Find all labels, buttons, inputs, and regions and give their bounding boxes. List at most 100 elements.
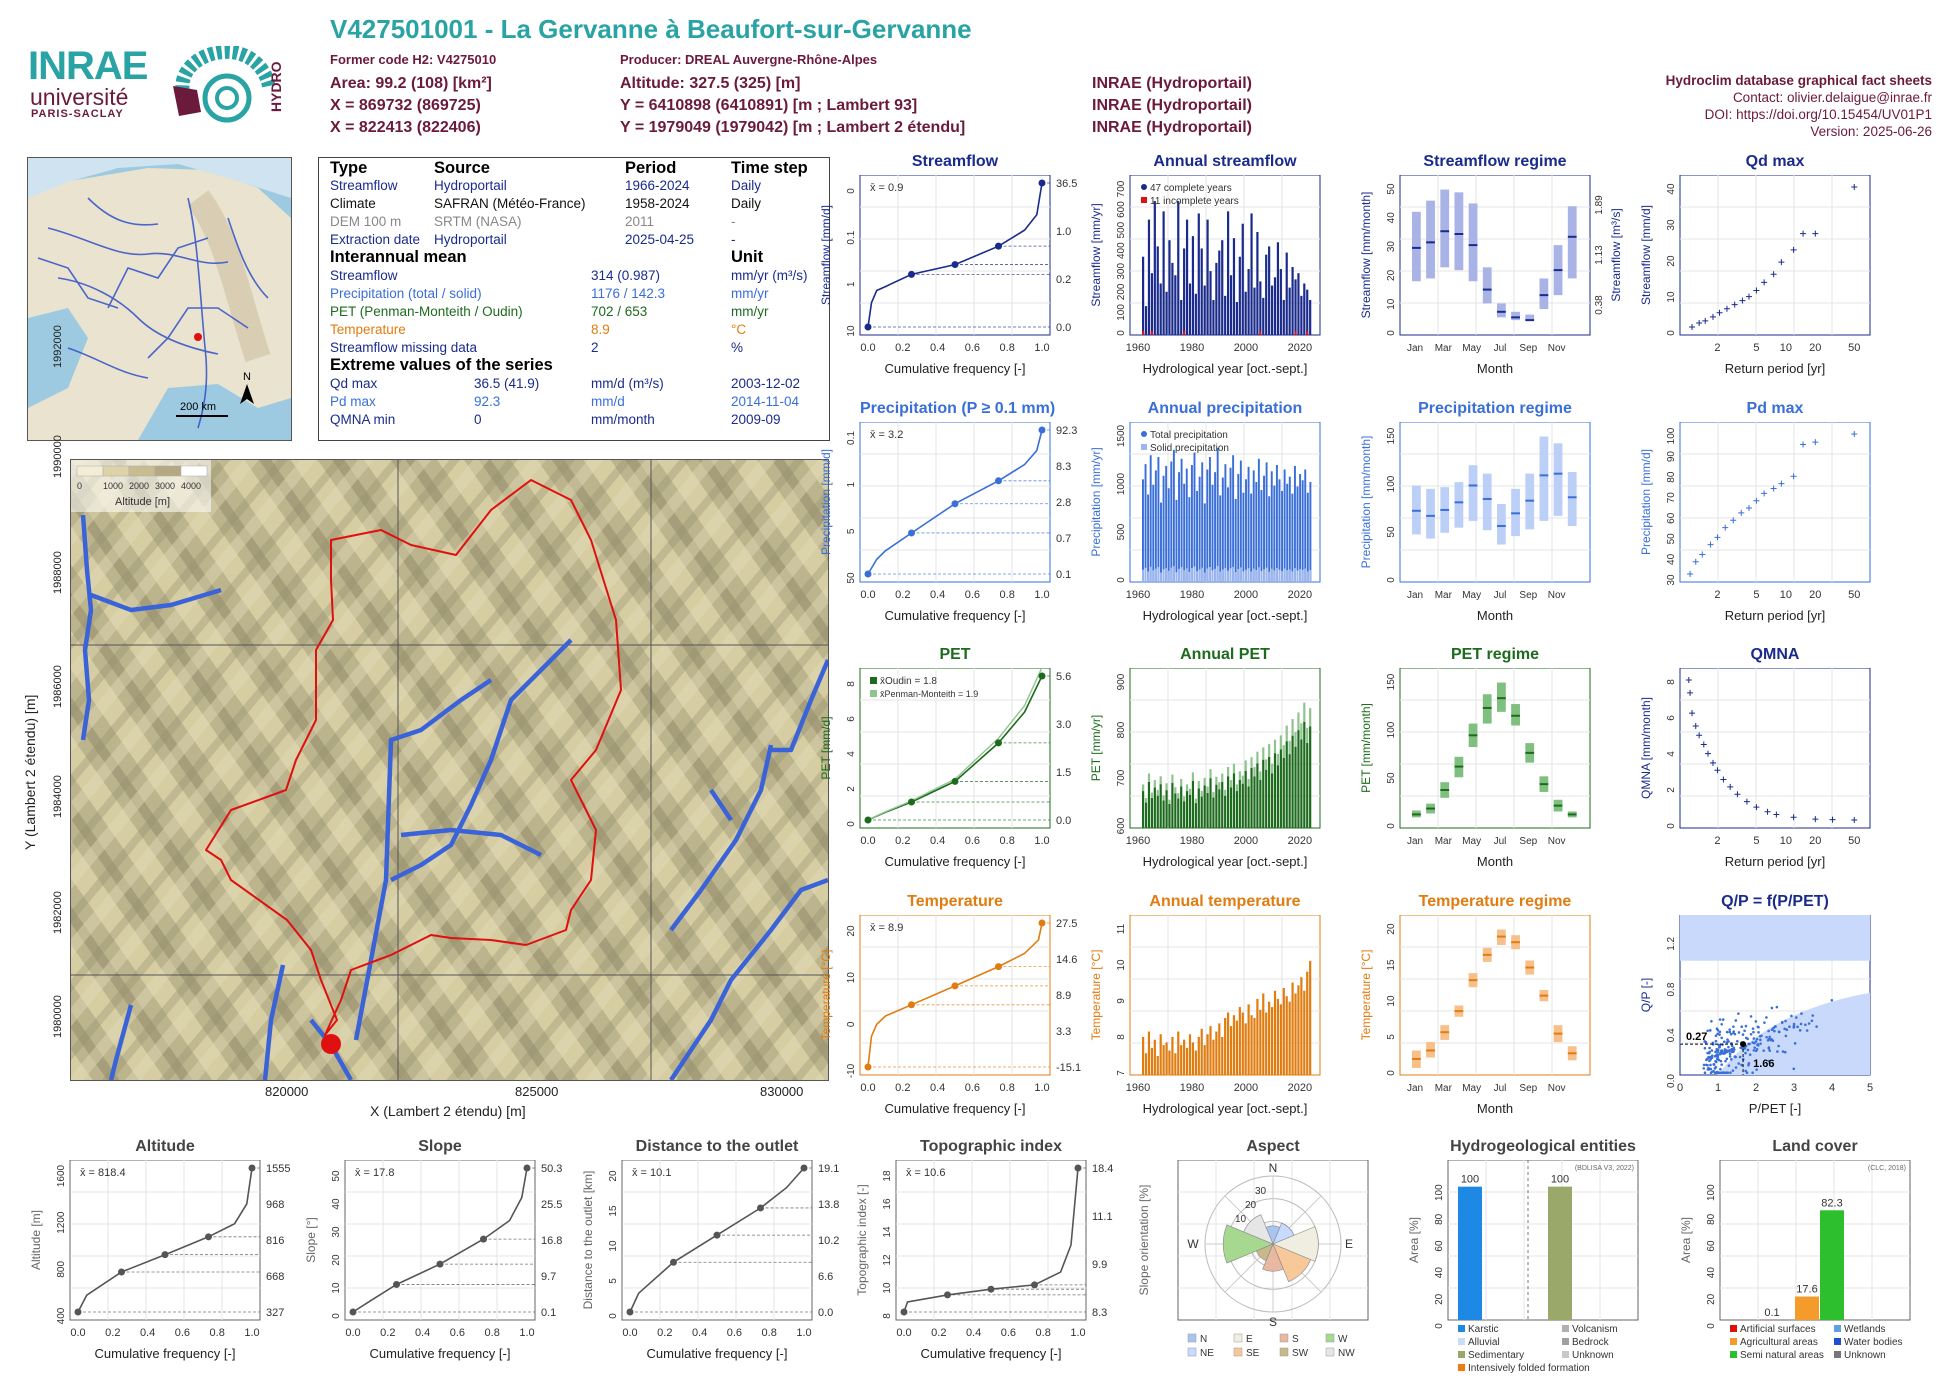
bar-solid: [1185, 568, 1188, 582]
bar: [1244, 770, 1247, 828]
chart-svg: Return period [yr] Streamflow [mm/d] 2 5 10 2…: [1639, 175, 1871, 376]
left-tick: 2: [1666, 787, 1677, 793]
aspect-sector: [1262, 1243, 1284, 1272]
bar: [1238, 1007, 1241, 1075]
bar-pm: [1218, 782, 1221, 790]
bar-label: 82.3: [1821, 1197, 1842, 1209]
area: Area: 99.2 (108) [km²]: [330, 75, 492, 92]
left-tick: 8: [1666, 679, 1677, 685]
scatter-point: [1765, 1035, 1768, 1039]
x-tick: Jul: [1494, 590, 1507, 601]
plus-marker: [1730, 517, 1737, 524]
right-tick: 1555: [266, 1163, 290, 1175]
left-tick: 0: [1666, 330, 1677, 336]
plus-marker: [1790, 814, 1797, 821]
scatter-point: [1741, 1033, 1745, 1036]
bar: [1291, 493, 1294, 582]
scatter-point: [1784, 1034, 1788, 1038]
left-tick: 100: [1386, 721, 1397, 738]
bar-solid: [1175, 572, 1178, 582]
bar: [1221, 477, 1224, 582]
x-axis-label: Hydrological year [oct.-sept.]: [1143, 1101, 1308, 1116]
bar: [1203, 1045, 1206, 1075]
scatter-point: [1714, 1050, 1717, 1054]
bar: [1219, 495, 1222, 582]
plus-marker: [1761, 279, 1768, 286]
y-axis-label: Streamflow [mm/d]: [1639, 205, 1653, 305]
legend-label: Volcanism: [1572, 1324, 1618, 1335]
bar: [1194, 293, 1197, 335]
left-tick: 1.2: [1666, 936, 1677, 950]
legend-swatch: [1834, 1325, 1841, 1332]
left-tick: 100: [1386, 475, 1397, 492]
plus-marker: [1738, 509, 1745, 516]
bar: [1142, 791, 1145, 828]
bar-solid: [1229, 568, 1232, 582]
x-tick: 1980: [1180, 1082, 1204, 1094]
scatter-point: [1757, 1031, 1760, 1034]
right-tick: 11.1: [1092, 1211, 1113, 1223]
left-tick: 200: [1116, 283, 1127, 300]
x-tick: Jan: [1407, 343, 1423, 354]
bar-solid: [1170, 567, 1173, 582]
box: [1539, 278, 1549, 310]
bar-solid: [1178, 568, 1180, 582]
legend-label: Unknown: [1844, 1350, 1886, 1361]
credit-name: Hydroclim database graphical fact sheets: [1665, 73, 1932, 88]
topo-xtick: 820000: [265, 1084, 309, 1099]
bar: [1180, 1045, 1183, 1075]
extreme-label: Pd max: [330, 394, 376, 409]
plus-marker: [1699, 551, 1706, 558]
plot-area: Hydrological year [oct.-sept.] Precipitat…: [1089, 422, 1321, 623]
scatter-point: [1725, 1041, 1729, 1044]
chart-title: Temperature regime: [1418, 893, 1572, 910]
bar-solid: [1190, 567, 1193, 582]
bar-solid: [1201, 567, 1204, 582]
x-tick: 1.0: [796, 1327, 811, 1339]
bar-pm: [1276, 753, 1280, 766]
x-tick: 0.8: [1000, 342, 1015, 354]
source-1: INRAE (Hydroportail): [1092, 75, 1252, 92]
mean-label: x̄ = 10.1: [632, 1167, 671, 1179]
bar: [1309, 299, 1312, 335]
box: [1412, 211, 1421, 282]
x-tick: 2000: [1234, 589, 1258, 601]
x-tick: 0.0: [70, 1327, 85, 1339]
left-tick: 0: [1116, 577, 1127, 583]
bar: [1147, 494, 1150, 582]
legend-label: W: [1338, 1334, 1348, 1345]
plot-frame: [1679, 668, 1871, 829]
credit-doi[interactable]: DOI: https://doi.org/10.15454/UV01P1: [1704, 107, 1932, 122]
bar: [1278, 479, 1281, 582]
plus-marker: [1692, 558, 1699, 565]
scatter-point: [1727, 1064, 1731, 1067]
ring-tick: 10: [1235, 1214, 1247, 1225]
credit-contact[interactable]: Contact: olivier.delaigue@inrae.fr: [1732, 90, 1932, 105]
bar: [1259, 779, 1262, 828]
bar: [1300, 977, 1303, 1075]
topo-ytick: 1984000: [52, 775, 64, 818]
chart-title: Hydrogeological entities: [1450, 1138, 1636, 1155]
mean-label: x̄ = 0.9: [870, 182, 903, 194]
right-tick: 3.0: [1056, 719, 1071, 731]
plus-marker: [1707, 541, 1714, 548]
left-tick: 0.0: [1666, 1074, 1677, 1088]
plus-marker: [1770, 271, 1777, 278]
plus-marker: [1734, 791, 1741, 798]
legend-swatch: [1279, 1333, 1289, 1343]
scatter-point: [1755, 1068, 1758, 1071]
bar: [1224, 464, 1227, 582]
scatter-point: [1715, 1047, 1719, 1051]
left-tick: 40: [1434, 1267, 1445, 1279]
bar: [1142, 256, 1145, 335]
legend-label: Alluvial: [1468, 1337, 1500, 1348]
left-tick: 600: [1116, 817, 1127, 834]
bar: [1252, 470, 1255, 582]
legend-swatch: [1233, 1347, 1243, 1357]
scatter-point: [1740, 1025, 1744, 1029]
x-tick: 0.8: [1036, 1327, 1051, 1339]
bar-pm: [1282, 745, 1285, 758]
left-tick: 8: [846, 681, 857, 687]
mean-label: PET (Penman-Monteith / Oudin): [330, 304, 523, 319]
bar: [1309, 960, 1312, 1075]
